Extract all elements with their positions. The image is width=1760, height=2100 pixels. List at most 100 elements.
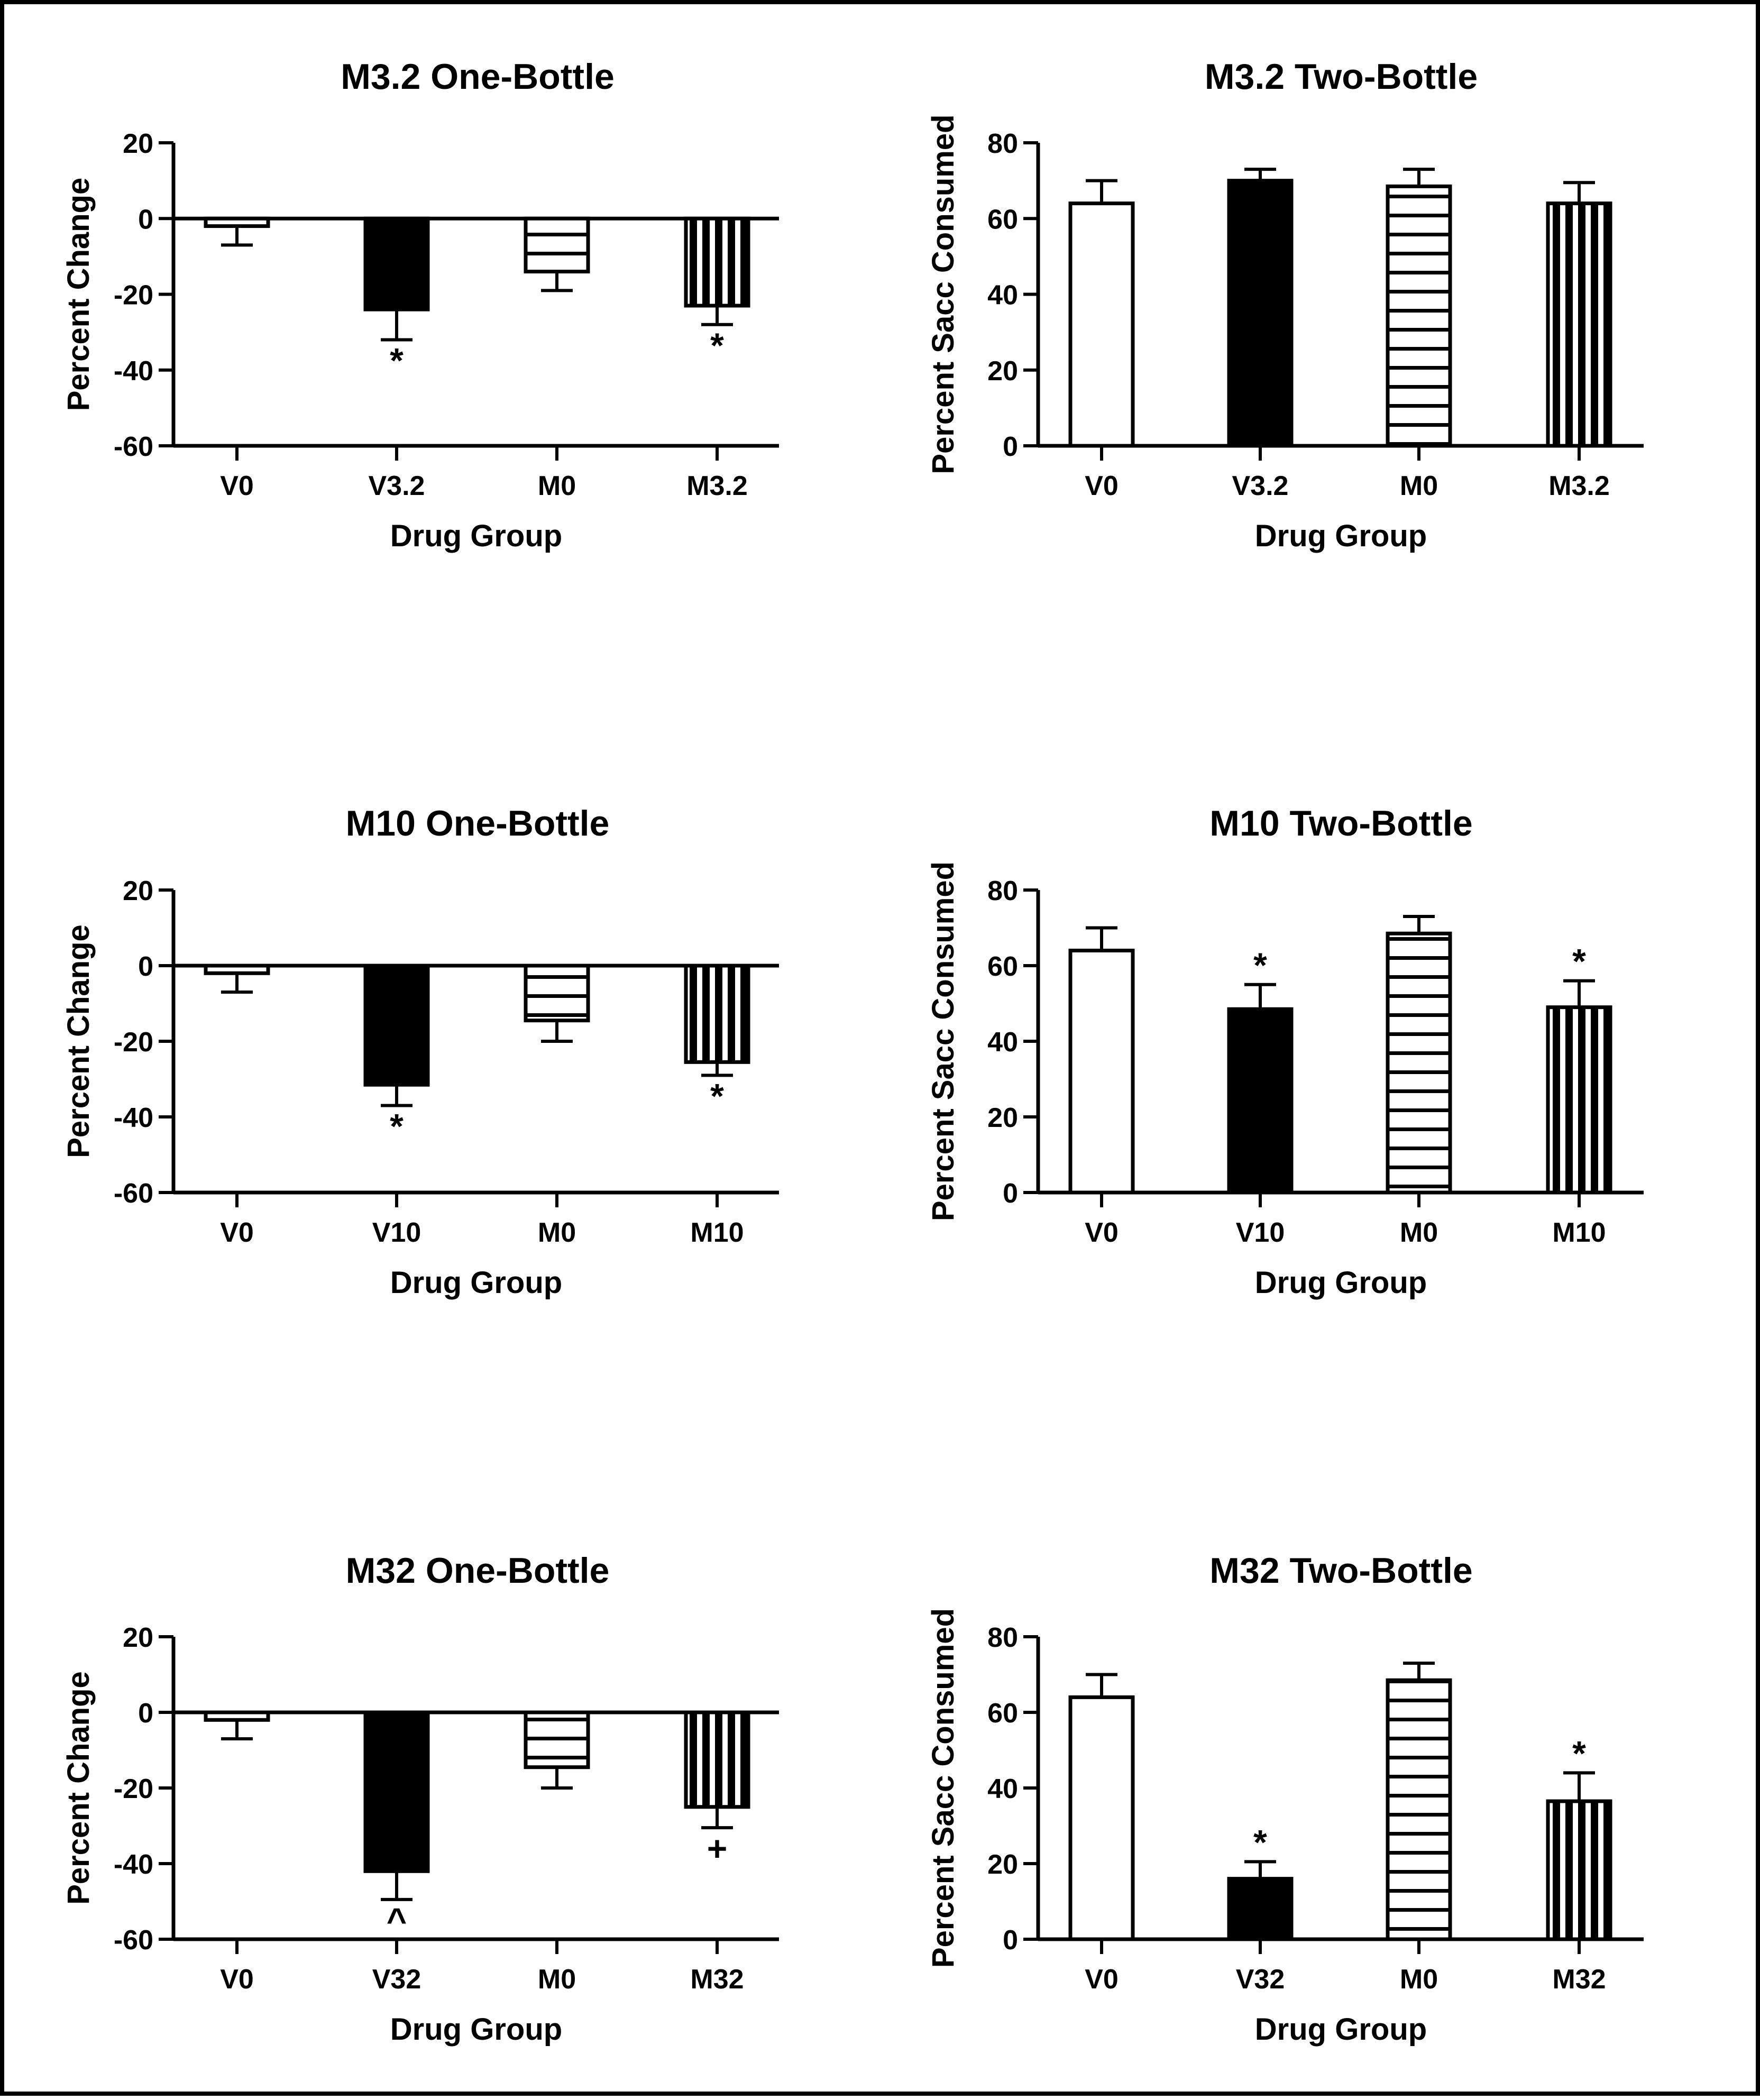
x-tick-label: V32 [372, 1964, 421, 1995]
significance-marker: * [710, 1076, 724, 1115]
bar-m0 [524, 216, 590, 274]
y-tick-label: 0 [138, 951, 153, 982]
y-axis-label: Percent Sacc Consumed [926, 861, 960, 1221]
y-tick-label: 20 [987, 1103, 1018, 1133]
bar-v3-2 [363, 216, 430, 311]
x-tick-label: V3.2 [1232, 471, 1289, 501]
x-tick-label: V0 [1085, 1217, 1119, 1248]
x-tick-label: M0 [1400, 1964, 1438, 1995]
bar-v0 [204, 216, 270, 228]
y-tick-label: 20 [123, 1622, 153, 1653]
bar-v32 [1227, 1877, 1294, 1941]
chart-title: M10 Two-Bottle [1209, 803, 1472, 843]
y-tick-label: -60 [114, 1925, 153, 1956]
y-axis-label: Percent Change [61, 178, 96, 411]
x-tick-label: V10 [372, 1217, 421, 1248]
chart-title: M32 Two-Bottle [1209, 1551, 1472, 1591]
x-axis-label: Drug Group [1255, 519, 1427, 553]
chart-title: M3.2 One-Bottle [341, 57, 615, 97]
y-tick-label: 60 [987, 1698, 1018, 1729]
y-tick-label: 40 [987, 1027, 1018, 1058]
y-tick-label: 60 [987, 951, 1018, 982]
bar-v32 [363, 1710, 430, 1873]
x-tick-label: M3.2 [1548, 471, 1610, 501]
x-tick-label: M0 [538, 1217, 576, 1248]
x-axis-label: Drug Group [390, 2012, 562, 2047]
significance-marker: * [1253, 1822, 1267, 1861]
x-axis-label: Drug Group [1255, 1265, 1427, 1300]
significance-marker: * [710, 326, 724, 365]
y-tick-label: 40 [987, 280, 1018, 311]
y-tick-label: 40 [987, 1774, 1018, 1804]
y-tick-label: 0 [1003, 1925, 1018, 1956]
bar-v3-2 [1227, 179, 1294, 448]
x-tick-label: M0 [538, 471, 576, 501]
bar-v0 [1068, 948, 1135, 1195]
bar-m3-2 [684, 216, 750, 308]
y-tick-label: 20 [987, 356, 1018, 387]
y-axis-label: Percent Change [61, 924, 96, 1158]
y-tick-label: 0 [1003, 1178, 1018, 1209]
significance-marker: ^ [387, 1901, 407, 1940]
y-tick-label: -20 [114, 1027, 153, 1058]
y-tick-label: 20 [123, 876, 153, 906]
bar-m32 [1546, 1799, 1612, 1941]
y-tick-label: 80 [987, 876, 1018, 906]
bar-m10 [1546, 1005, 1612, 1195]
y-axis-label: Percent Sacc Consumed [926, 1608, 960, 1968]
x-tick-label: V0 [1085, 471, 1119, 501]
chart-title: M3.2 Two-Bottle [1205, 57, 1478, 97]
significance-marker: * [390, 1107, 404, 1146]
y-tick-label: 0 [138, 1698, 153, 1729]
x-tick-label: M32 [690, 1964, 744, 1995]
x-tick-label: M3.2 [686, 471, 748, 501]
y-axis-label: Percent Sacc Consumed [926, 114, 960, 474]
y-tick-label: 20 [123, 129, 153, 159]
figure-canvas: M3.2 One-Bottle 20 0 -20 -40 -60 Percent Chang… [61, 57, 1644, 2047]
x-tick-label: M32 [1552, 1964, 1606, 1995]
bar-m0 [524, 964, 590, 1023]
bar-v0 [1068, 1695, 1135, 1941]
significance-marker: + [707, 1829, 728, 1868]
chart-m10-two: M10 Two-Bottle 80 60 40 20 0 Percent Sacc Cons… [926, 803, 1644, 1300]
x-tick-label: V0 [220, 1217, 254, 1248]
x-tick-label: V10 [1236, 1217, 1285, 1248]
y-tick-label: -40 [114, 1103, 153, 1133]
bar-m32 [684, 1710, 750, 1809]
significance-marker: * [1572, 1734, 1586, 1773]
bar-v10 [363, 964, 430, 1087]
x-tick-label: V0 [220, 1964, 254, 1995]
bar-v0 [204, 1710, 270, 1722]
y-tick-label: 80 [987, 129, 1018, 159]
significance-marker: * [1253, 946, 1267, 985]
bar-v0 [204, 964, 270, 975]
y-tick-label: -60 [114, 432, 153, 462]
x-tick-label: M10 [1552, 1217, 1606, 1248]
y-axis-label: Percent Change [61, 1671, 96, 1905]
y-tick-label: 0 [138, 204, 153, 235]
x-tick-label: M0 [538, 1964, 576, 1995]
x-tick-label: M10 [690, 1217, 744, 1248]
x-axis-label: Drug Group [390, 1265, 562, 1300]
y-tick-label: -20 [114, 1774, 153, 1804]
y-tick-label: -40 [114, 356, 153, 387]
x-tick-label: M0 [1400, 471, 1438, 501]
x-tick-label: M0 [1400, 1217, 1438, 1248]
x-tick-label: V3.2 [369, 471, 425, 501]
y-tick-label: 0 [1003, 432, 1018, 462]
bar-v10 [1227, 1007, 1294, 1195]
x-tick-label: V32 [1236, 1964, 1285, 1995]
y-tick-label: 20 [987, 1849, 1018, 1880]
y-tick-label: -60 [114, 1178, 153, 1209]
bar-m0 [1386, 931, 1452, 1195]
y-tick-label: -20 [114, 280, 153, 311]
chart-m32-two: M3.2 Two-Bottle 80 60 40 20 0 Percent Sacc Con… [926, 57, 1644, 553]
bar-m0 [524, 1710, 590, 1769]
x-axis-label: Drug Group [390, 519, 562, 553]
chart-m32big-two: M32 Two-Bottle 80 60 40 20 0 Percent Sacc Cons… [926, 1551, 1644, 2047]
x-tick-label: V0 [1085, 1964, 1119, 1995]
x-axis-label: Drug Group [1255, 2012, 1427, 2047]
chart-title: M10 One-Bottle [346, 803, 610, 843]
chart-m32-one: M3.2 One-Bottle 20 0 -20 -40 -60 Percent Chang… [61, 57, 779, 553]
